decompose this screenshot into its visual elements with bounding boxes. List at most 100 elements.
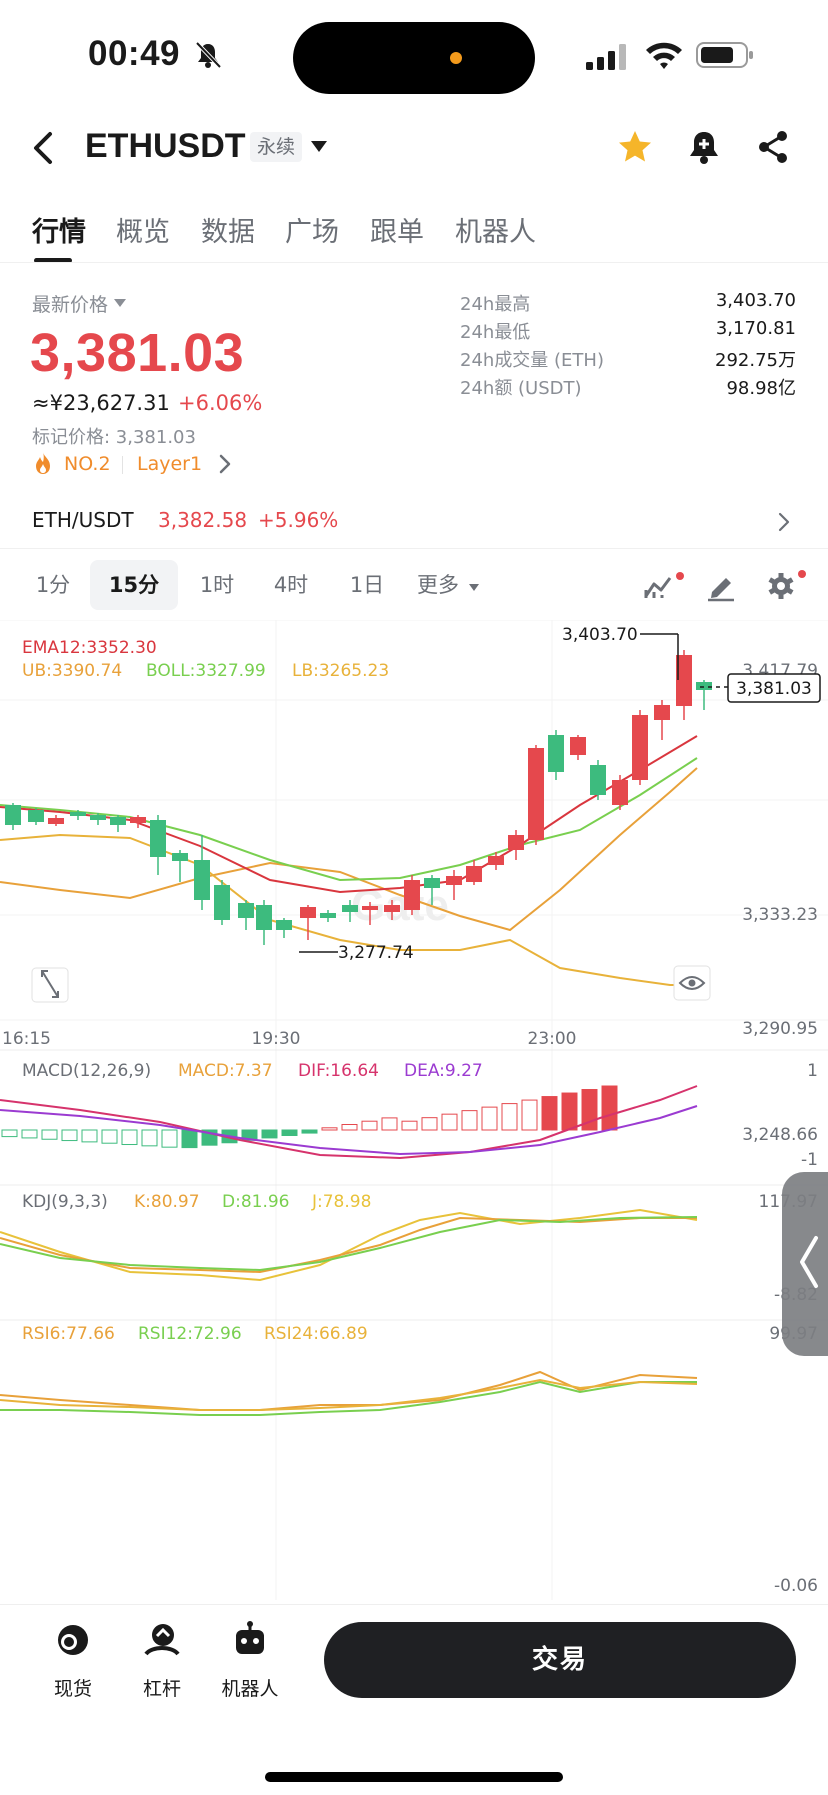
current-price-tag <box>727 673 821 703</box>
candle-body <box>130 817 146 823</box>
price-axis-label: 3,248.66 <box>742 1125 818 1145</box>
back-arrow-icon[interactable] <box>28 128 58 168</box>
high-marker-label: 3,403.70 <box>562 625 638 645</box>
spot-coin-icon <box>58 1625 88 1655</box>
robot-icon <box>236 1621 264 1654</box>
candle-body <box>488 856 504 865</box>
tab-overview[interactable]: 概览 <box>116 217 170 248</box>
price-axis-label: 3,290.95 <box>742 1019 818 1039</box>
nav-label: 杠杆 <box>142 1678 181 1700</box>
candle-body <box>90 815 106 820</box>
nav-label: 机器人 <box>221 1678 279 1700</box>
macd-bar <box>261 1129 278 1139</box>
macd-bar <box>321 1127 338 1131</box>
last-price-label[interactable]: 最新价格 <box>32 294 109 316</box>
interval-1m[interactable]: 1分 <box>35 573 71 597</box>
tab-square[interactable]: 广场 <box>285 217 339 248</box>
tab-copy-trading[interactable]: 跟单 <box>370 217 424 248</box>
macd-bar <box>101 1129 118 1144</box>
cellular-signal-icon <box>586 44 626 70</box>
chevron-right-icon[interactable] <box>218 453 232 475</box>
expand-icon <box>41 970 59 998</box>
macd-bar <box>81 1129 98 1143</box>
macd-bar <box>601 1085 618 1131</box>
last-price-caret-icon[interactable] <box>114 299 126 307</box>
settings-gear-icon[interactable] <box>764 570 798 602</box>
symbol-dropdown-caret-icon[interactable] <box>311 141 327 152</box>
candle-body <box>696 682 712 690</box>
macd-bar <box>181 1129 198 1149</box>
tab-market[interactable]: 行情 <box>32 217 86 248</box>
spot-market-row[interactable]: ETH/USDT 3,382.58 +5.96% <box>0 500 828 546</box>
spot-pair: ETH/USDT <box>32 508 134 532</box>
macd-bar <box>561 1092 578 1131</box>
candle-body <box>548 735 564 772</box>
nav-leverage[interactable]: 杠杆 <box>120 1620 204 1701</box>
leverage-icon <box>144 1624 180 1656</box>
candle-body <box>632 715 648 780</box>
share-icon[interactable] <box>756 129 790 165</box>
candle-body <box>676 655 692 706</box>
price-alert-bell-icon[interactable] <box>686 128 722 166</box>
chart-grid <box>0 620 828 1600</box>
kdj-k-line <box>0 1216 697 1274</box>
stat-value: 98.98亿 <box>726 378 796 399</box>
ema-label: EMA12:3352.30 <box>22 638 157 658</box>
category-tag[interactable]: Layer1 <box>137 453 203 475</box>
stat-24h-low: 24h最低 3,170.81 <box>460 318 796 344</box>
spot-price: 3,382.58 <box>158 508 248 532</box>
candle-body <box>570 737 586 755</box>
interval-1h[interactable]: 1时 <box>199 573 235 597</box>
interval-4h[interactable]: 4时 <box>273 573 309 597</box>
rsi24-line <box>0 1378 698 1411</box>
bottom-divider <box>0 1604 828 1605</box>
stat-value: 3,403.70 <box>715 290 796 311</box>
candle-body <box>70 812 86 816</box>
interval-15m[interactable]: 15分 <box>90 560 178 610</box>
dynamic-island <box>293 22 535 94</box>
macd-bar <box>21 1129 38 1139</box>
rank-badge[interactable]: NO.2 <box>64 453 111 475</box>
interval-1d[interactable]: 1日 <box>349 573 385 597</box>
favorite-star-icon[interactable] <box>616 128 654 166</box>
side-panel-handle[interactable] <box>782 1172 828 1356</box>
main-tabs: 行情 概览 数据 广场 跟单 机器人 <box>0 202 828 263</box>
stat-label: 24h最高 <box>460 294 531 315</box>
tabs-divider <box>0 262 828 263</box>
nav-spot[interactable]: 现货 <box>31 1620 115 1701</box>
tab-bots[interactable]: 机器人 <box>455 217 536 248</box>
k-value: K:80.97 <box>134 1192 200 1212</box>
tab-data[interactable]: 数据 <box>201 217 255 248</box>
stat-24h-volume: 24h成交量 (ETH) 292.75万 <box>460 346 796 372</box>
rsi24-value: RSI24:66.89 <box>264 1324 368 1344</box>
contract-symbol[interactable]: ETHUSDT <box>85 127 246 165</box>
eye-icon <box>678 976 706 990</box>
kline-chart[interactable]: Gate EMA12:3352.30 UB:3390.74 BOLL:3327.… <box>0 620 828 1600</box>
candle-body <box>362 906 378 910</box>
spot-change: +5.96% <box>258 508 339 532</box>
draw-pen-icon[interactable] <box>704 570 738 602</box>
stat-24h-turnover: 24h额 (USDT) 98.98亿 <box>460 374 796 400</box>
candle-body <box>256 905 272 930</box>
home-indicator[interactable] <box>265 1772 563 1782</box>
nav-label: 现货 <box>53 1678 92 1700</box>
stat-label: 24h额 (USDT) <box>460 378 582 399</box>
interval-more[interactable]: 更多 <box>417 573 459 597</box>
dif-value: DIF:16.64 <box>298 1061 379 1081</box>
candle-body <box>300 907 316 918</box>
more-caret-icon[interactable] <box>469 584 479 591</box>
kdj-d-line <box>0 1216 698 1272</box>
trade-button[interactable]: 交易 <box>324 1622 796 1698</box>
stat-label: 24h最低 <box>460 322 531 343</box>
candle-body <box>276 920 292 930</box>
mark-price: 标记价格: 3,381.03 <box>32 427 196 448</box>
wifi-icon <box>646 42 682 69</box>
nav-header: ETHUSDT 永续 <box>0 118 828 178</box>
macd-bar <box>501 1103 518 1131</box>
boll-label: BOLL:3327.99 <box>146 661 266 681</box>
candle-body <box>194 860 210 900</box>
indicator-chart-icon[interactable] <box>642 570 676 602</box>
candle-body <box>424 878 440 888</box>
dea-value: DEA:9.27 <box>404 1061 483 1081</box>
nav-robot[interactable]: 机器人 <box>208 1620 292 1701</box>
